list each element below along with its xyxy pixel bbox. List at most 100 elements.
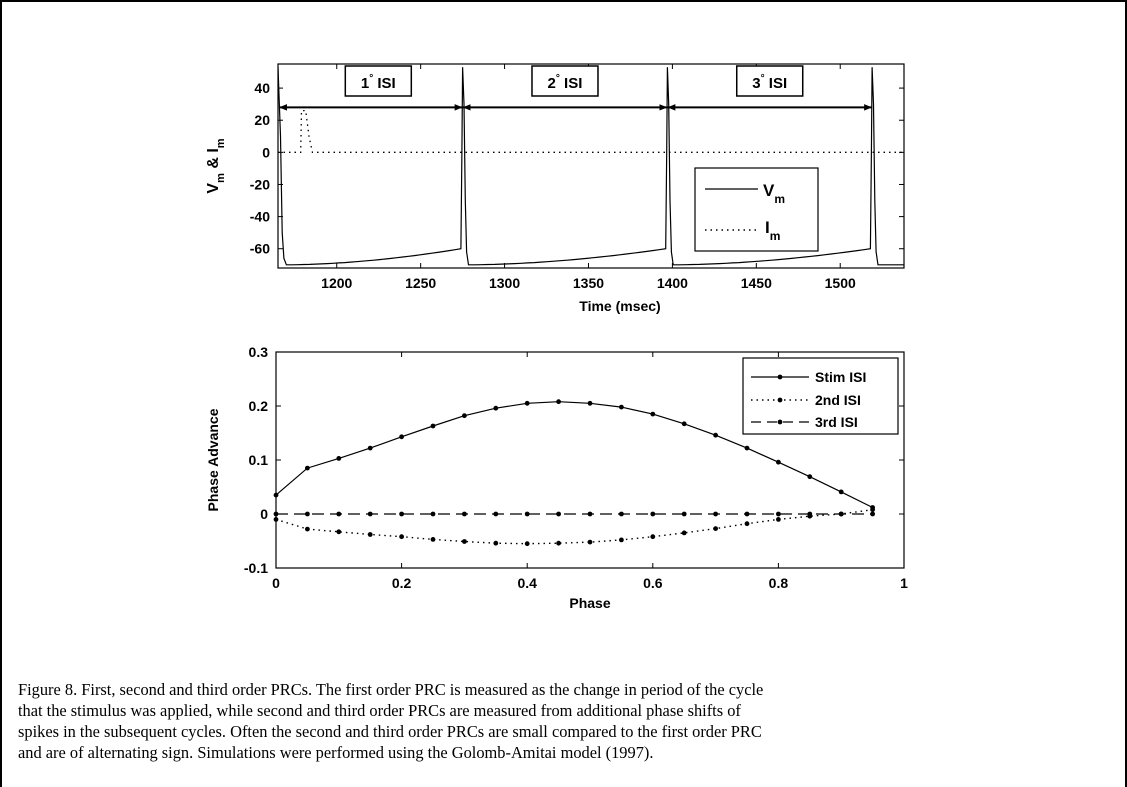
data-point: [336, 511, 342, 517]
bottom-axes: 0 0.2 0.4 0.6 0.8 10.30.20.10-0.1: [244, 344, 908, 591]
top-x-tick-label: 1450: [741, 275, 772, 291]
isi-label: 1° ISI: [361, 73, 396, 92]
legend-3rd-label: 3rd ISI: [815, 414, 858, 430]
data-point: [713, 526, 718, 531]
data-point: [556, 511, 561, 517]
top-axes: 1200 1250 1300 1350 1400 1450 1500 40 20 0 -20 -40 -…: [250, 64, 904, 291]
data-point: [524, 400, 530, 406]
bottom-y-tick-label: 0.3: [249, 344, 269, 360]
bottom-x-axis-label: Phase: [569, 595, 610, 611]
caption-line: spikes in the subsequent cycles. Often t…: [18, 722, 762, 741]
data-point: [681, 530, 687, 536]
data-point: [399, 511, 404, 517]
data-point: [524, 541, 530, 547]
data-point: [336, 529, 342, 535]
bottom-y-tick-label: 0.2: [249, 398, 269, 414]
data-point: [713, 511, 718, 517]
top-x-tick-label: 1200: [321, 275, 352, 291]
series-line-stim-isi: [275, 401, 873, 509]
data-point: [807, 511, 813, 517]
legend-stim-marker: [777, 374, 783, 380]
data-point: [367, 445, 373, 451]
top-y-tick-label: -40: [250, 209, 270, 225]
isi-label: 3° ISI: [752, 73, 787, 92]
data-point: [587, 400, 593, 406]
isi-label: 2° ISI: [548, 73, 583, 92]
isi-label-box: [735, 65, 804, 97]
data-point: [838, 489, 844, 495]
data-point: [619, 404, 624, 410]
data-point: [650, 411, 656, 417]
bottom-x-tick-label: 0.6: [643, 575, 663, 591]
data-point: [870, 507, 875, 513]
top-legend-box: [694, 167, 819, 252]
top-y-tick-label: -60: [250, 241, 270, 257]
isi-annotations: 1° ISI 2° ISI 3° ISI: [279, 65, 873, 111]
top-y-tick-label: 20: [254, 112, 270, 128]
isi-label-box: [531, 65, 599, 97]
top-y-tick-label: 40: [254, 80, 270, 96]
data-point: [744, 511, 750, 517]
top-legend: Vm Im: [694, 167, 819, 252]
legend-stim-label: Stim ISI: [815, 369, 866, 385]
top-y-tick-label: -20: [250, 176, 270, 192]
data-point: [493, 540, 499, 546]
data-point: [305, 526, 310, 532]
bottom-x-tick-label: 0.8: [769, 575, 789, 591]
data-point: [870, 511, 875, 517]
series-line-2nd-isi: [275, 509, 873, 545]
bottom-legend-box: [742, 357, 899, 435]
top-x-tick-label: 1350: [573, 275, 604, 291]
top-y-axis-label: Vm & Im: [205, 138, 227, 193]
top-x-tick-label: 1250: [405, 275, 436, 291]
frame-top-border: [0, 0, 1127, 2]
caption-line: that the stimulus was applied, while sec…: [18, 701, 741, 720]
data-point: [367, 511, 373, 517]
bottom-x-tick-label: 0: [272, 575, 280, 591]
im-trace-line: [278, 109, 904, 153]
data-point: [838, 511, 844, 517]
top-x-tick-label: 1300: [489, 275, 520, 291]
data-point: [493, 405, 499, 411]
data-point: [681, 511, 687, 517]
caption-line: Figure 8. First, second and third order …: [18, 680, 764, 699]
data-point: [776, 511, 781, 517]
data-point: [587, 539, 593, 545]
data-point: [619, 511, 624, 517]
data-point: [619, 537, 624, 543]
bottom-y-axis-label: Phase Advance: [205, 408, 221, 511]
legend-im-label: Im: [765, 218, 780, 243]
bottom-y-tick-label: 0: [260, 506, 268, 522]
voltage-trace-chart: 1200 1250 1300 1350 1400 1450 1500 40 20 0 -20 -40 -…: [205, 63, 905, 314]
frame-right-border: [1125, 0, 1127, 787]
bottom-plot-data: [273, 399, 875, 547]
caption-line: and are of alternating sign. Simulations…: [18, 743, 654, 762]
data-point: [399, 434, 404, 440]
bottom-x-tick-label: 0.4: [517, 575, 537, 591]
data-point: [305, 511, 310, 517]
top-plot-data: [278, 67, 904, 266]
bottom-x-tick-label: 0.2: [392, 575, 412, 591]
data-point: [430, 511, 436, 517]
data-point: [713, 432, 718, 438]
data-point: [744, 521, 750, 527]
data-point: [524, 511, 530, 517]
data-point: [776, 517, 781, 522]
bottom-x-tick-label: 1: [900, 575, 908, 591]
top-y-tick-label: 0: [262, 144, 270, 160]
bottom-y-tick-label: 0.1: [249, 452, 269, 468]
data-point: [430, 537, 436, 542]
top-x-tick-label: 1500: [825, 275, 856, 291]
data-point: [367, 532, 373, 537]
bottom-y-tick-label: -0.1: [244, 560, 268, 576]
legend-2nd-label: 2nd ISI: [815, 392, 861, 408]
data-point: [681, 421, 687, 427]
bottom-legend: Stim ISI 2nd ISI 3rd ISI: [742, 357, 899, 435]
legend-vm-label: Vm: [763, 181, 785, 206]
data-point: [587, 511, 593, 517]
data-point: [744, 445, 750, 451]
legend-2nd-marker: [777, 397, 783, 403]
data-point: [399, 534, 404, 540]
data-point: [650, 511, 656, 517]
